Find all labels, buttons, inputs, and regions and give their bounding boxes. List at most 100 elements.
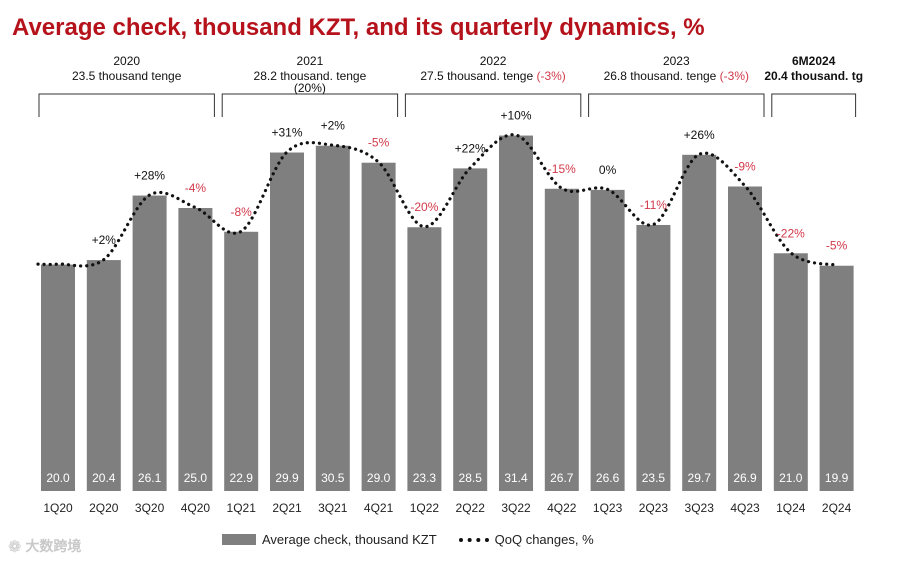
bar-value-label: 29.9 [275,471,299,485]
bar-2Q23 [636,224,671,492]
x-tick-label: 2Q23 [639,501,669,515]
bar-value-label: 22.9 [230,471,254,485]
x-tick-label: 1Q22 [410,501,440,515]
bar-1Q23 [590,189,625,491]
year-label: 2022 [480,54,507,68]
bar-2Q24 [819,265,854,491]
qoq-label: -5% [368,136,390,150]
x-tick-label: 4Q22 [547,501,577,515]
bar-2Q21 [270,152,304,492]
qoq-label: -4% [185,181,207,195]
year-label: 2020 [113,54,140,68]
bar-value-label: 26.9 [733,471,757,485]
bar-2Q22 [453,168,488,491]
x-tick-label: 1Q23 [593,501,623,515]
bar-value-label: 23.5 [642,471,666,485]
qoq-label: +2% [92,233,117,247]
x-axis-tick-labels: 1Q20 2Q20 3Q20 4Q20 1Q21 2Q21 3Q21 4Q21 1Q22 2Q22… [43,501,851,515]
qoq-label: +2% [321,119,346,133]
legend-bar-swatch [222,534,256,545]
x-tick-label: 1Q21 [227,501,257,515]
bar-1Q22 [407,227,442,491]
legend-line-label: QoQ changes, % [494,532,594,547]
year-bracket [221,93,399,117]
bar-4Q20 [178,208,213,491]
bar-value-label: 28.5 [459,471,483,485]
bar-value-label: 25.0 [184,471,208,485]
bar-value-label: 21.0 [779,471,803,485]
bar-1Q20 [41,264,75,491]
qoq-label: -8% [231,205,253,219]
bar-value-label: 26.7 [550,471,574,485]
x-tick-label: 2Q20 [89,501,119,515]
chart-title: Average check, thousand KZT, and its qua… [12,14,705,41]
x-tick-label: 1Q24 [776,501,806,515]
bar-value-label: 26.1 [138,471,162,485]
year-subtitle: 26.8 thousand. tenge (-3%) [604,69,749,83]
bar-value-label: 29.0 [367,471,391,485]
year-label: 6M2024 [792,54,836,68]
bar-value-label: 30.5 [321,471,345,485]
x-tick-label: 4Q23 [730,501,760,515]
chart-legend: Average check, thousand KZT QoQ changes,… [222,532,594,547]
bar-1Q24 [773,253,808,491]
x-tick-label: 3Q20 [135,501,165,515]
bar-3Q21 [315,145,350,492]
x-tick-label: 2Q24 [822,501,852,515]
year-label: 2021 [297,54,324,68]
bar-3Q23 [682,154,717,491]
x-tick-label: 2Q22 [456,501,486,515]
qoq-label: -15% [548,162,576,176]
bar-value-label: 20.0 [46,471,70,485]
watermark-text: 大数跨境 [25,539,82,555]
year-bracket [38,93,215,117]
bar-series [41,135,854,492]
x-tick-label: 3Q22 [501,501,531,515]
year-subtitle: 28.2 thousand. tenge [254,69,367,83]
year-bracket [404,93,582,117]
bar-3Q20 [132,195,167,491]
x-tick-label: 1Q20 [43,501,73,515]
bar-2Q20 [86,260,121,491]
qoq-dotted-line [36,133,839,268]
bar-value-label: 26.6 [596,471,620,485]
watermark: ❁ 大数跨境 [8,536,81,556]
bar-1Q21 [224,231,259,491]
bar-4Q22 [544,188,579,492]
year-label: 2023 [663,54,690,68]
x-tick-label: 4Q20 [181,501,211,515]
year-bracket [588,93,765,117]
legend-line-swatch [458,537,489,542]
bar-value-label: 29.7 [688,471,712,485]
qoq-label: +26% [684,128,715,142]
qoq-label: +31% [271,126,302,140]
bar-value-labels: 20.0 20.4 26.1 25.0 22.9 29.9 30.5 29.0 23.3 28.5… [46,471,848,485]
x-tick-label: 4Q21 [364,501,394,515]
qoq-label: +28% [134,169,165,183]
qoq-label: +10% [500,109,531,123]
bar-value-label: 20.4 [92,471,116,485]
x-tick-label: 3Q23 [685,501,715,515]
bar-4Q23 [728,186,762,491]
bar-3Q22 [499,135,533,491]
qoq-label: -5% [826,239,848,253]
year-subtitle: 27.5 thousand. tenge (-3%) [420,69,565,83]
qoq-change-labels: +2% +28% -4% -8% +31% +2% -5% -20% +22% +10% -15% 0… [92,109,848,253]
legend-bar-label: Average check, thousand KZT [262,532,437,547]
year-subtitle: 23.5 thousand tenge [72,69,182,83]
year-bracket [771,93,857,117]
qoq-label: -20% [410,200,438,214]
x-tick-label: 3Q21 [318,501,348,515]
bar-value-label: 19.9 [825,471,849,485]
qoq-label: -11% [640,198,667,212]
qoq-label: +22% [455,141,486,155]
qoq-label: 0% [599,163,617,177]
year-subtitle: 20.4 thousand. tg [764,69,863,83]
bar-value-label: 31.4 [504,471,528,485]
